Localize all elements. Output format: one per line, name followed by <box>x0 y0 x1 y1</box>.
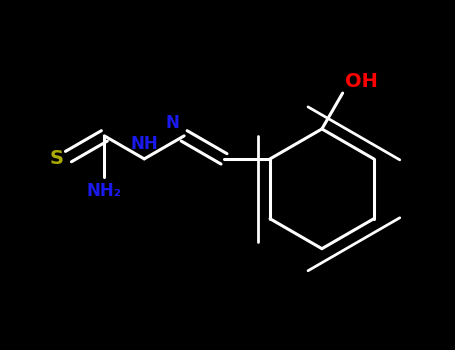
Text: OH: OH <box>345 72 378 91</box>
Text: S: S <box>50 149 64 168</box>
Text: NH: NH <box>131 135 158 153</box>
Text: N: N <box>166 114 180 132</box>
Text: NH₂: NH₂ <box>87 182 122 200</box>
